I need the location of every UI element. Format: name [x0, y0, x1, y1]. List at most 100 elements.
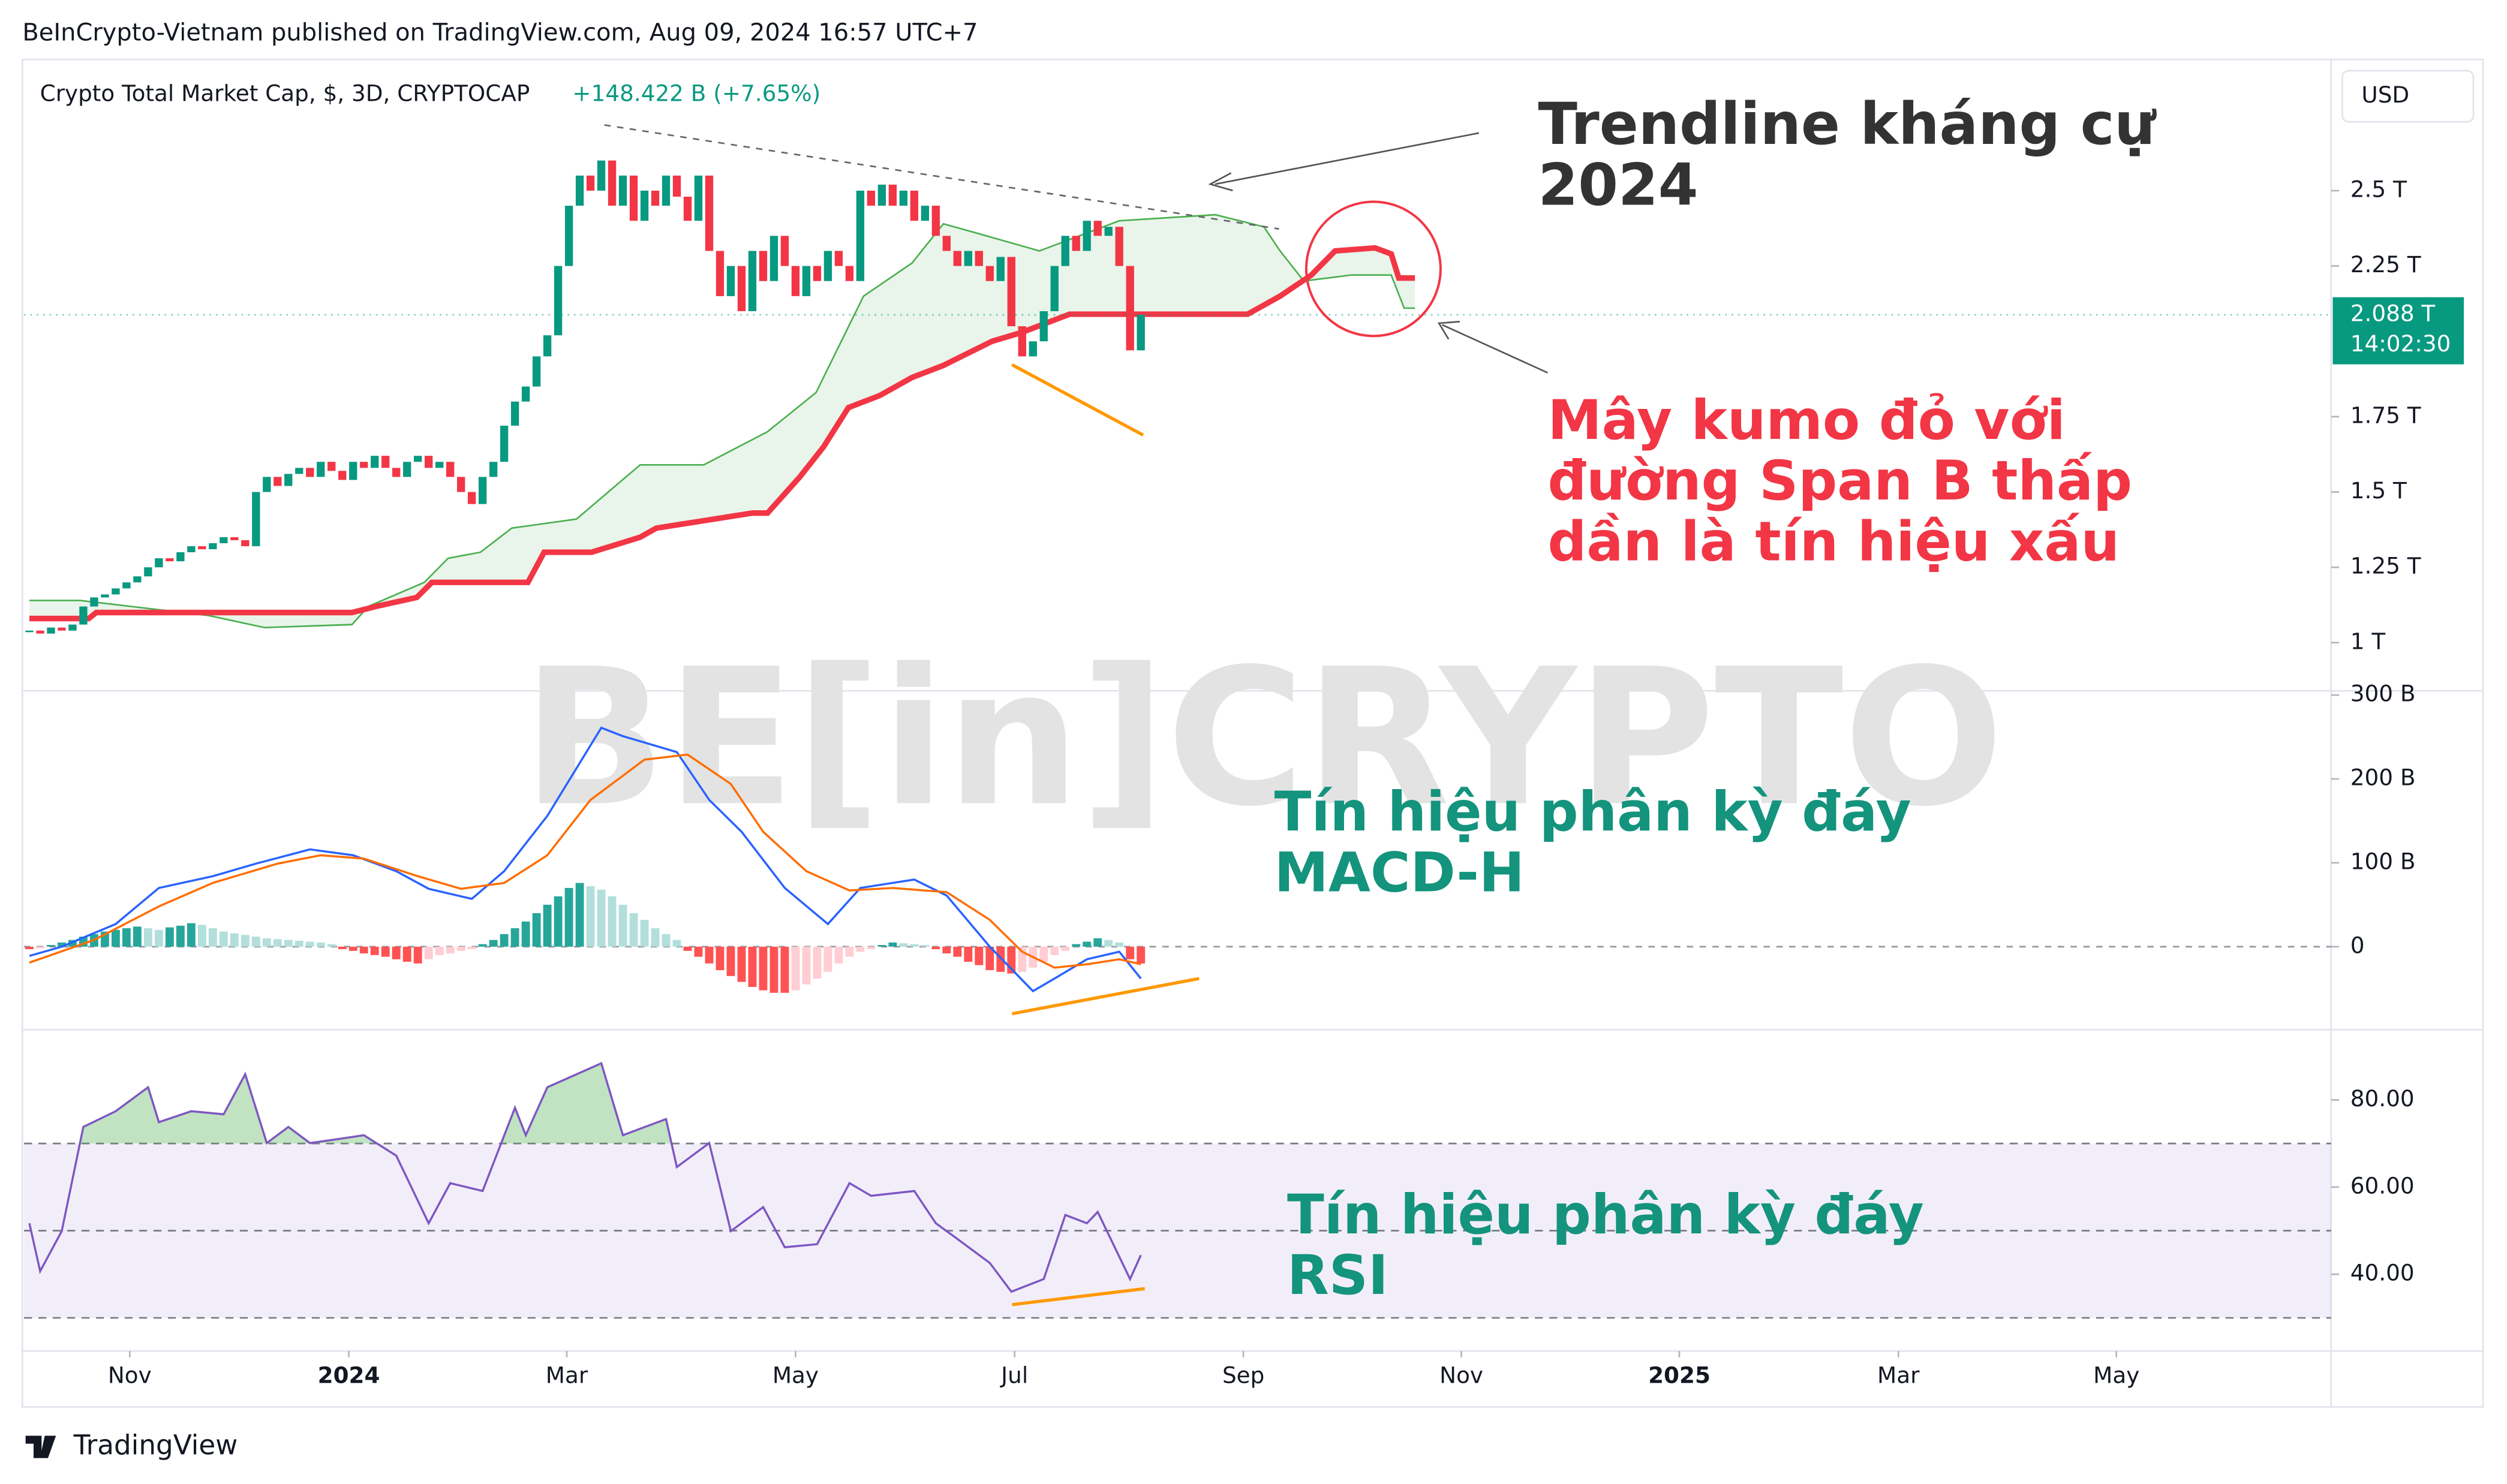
annotation: dần là tín hiệu xấu — [1548, 510, 2120, 573]
chart-title: Crypto Total Market Cap, $, 3D, CRYPTOCA… — [40, 80, 530, 106]
candle — [1083, 221, 1091, 251]
y-tick-label: 1.5 T — [2350, 477, 2407, 504]
histogram-bar — [791, 946, 800, 991]
histogram-bar — [543, 904, 552, 947]
annotation: Tín hiệu phân kỳ đáy — [1274, 781, 1911, 844]
watermark: BE[in]CRYPTO — [522, 629, 2004, 848]
candle — [47, 627, 55, 634]
y-tick-label: 1 T — [2350, 628, 2386, 654]
line — [29, 245, 1415, 622]
x-tick-label: 2024 — [318, 1362, 380, 1388]
histogram-bar — [629, 913, 638, 947]
histogram-bar — [456, 946, 465, 951]
candle — [1115, 227, 1123, 266]
candle — [823, 251, 832, 281]
candle — [1039, 311, 1048, 342]
histogram-bar — [1039, 946, 1048, 962]
candle — [996, 257, 1005, 281]
candle — [867, 190, 876, 206]
candle — [425, 456, 433, 468]
candle — [198, 546, 206, 549]
candle — [166, 558, 174, 562]
histogram-bar — [500, 934, 509, 947]
histogram-bar — [1083, 941, 1092, 947]
candle — [338, 471, 347, 480]
histogram-bar — [435, 946, 444, 955]
candle — [371, 456, 379, 468]
candle — [802, 266, 811, 296]
histogram-bar — [748, 946, 757, 988]
histogram-bar — [25, 946, 34, 950]
y-tick-label: 40.00 — [2350, 1260, 2415, 1286]
x-tick-label: Mar — [546, 1362, 588, 1388]
arrow — [1442, 324, 1549, 374]
histogram-bar — [1093, 938, 1102, 947]
divergence-line — [1012, 1287, 1146, 1307]
histogram-bar — [931, 946, 940, 950]
histogram-bar — [769, 946, 778, 993]
histogram-bar — [802, 946, 811, 985]
currency-button[interactable] — [2341, 70, 2475, 123]
arrow-head — [1437, 321, 1460, 340]
candle — [726, 266, 735, 296]
histogram-bar — [284, 940, 293, 947]
line — [29, 753, 1141, 969]
candle — [79, 606, 88, 625]
candle — [694, 175, 703, 221]
histogram-bar — [58, 942, 66, 947]
candle — [327, 462, 336, 471]
candle — [629, 175, 638, 221]
candle — [780, 236, 789, 266]
plot — [23, 160, 2331, 1319]
candle — [414, 456, 422, 462]
candle — [101, 594, 109, 598]
candle — [209, 543, 217, 549]
candle — [1018, 326, 1026, 357]
candle — [942, 236, 951, 251]
candle — [478, 477, 487, 504]
candle — [306, 468, 314, 477]
histogram-bar — [640, 920, 649, 947]
y-tick-label: 1.75 T — [2350, 402, 2421, 428]
candle — [1061, 236, 1069, 266]
x-tick-label: May — [2093, 1362, 2139, 1388]
candle — [1050, 266, 1059, 311]
x-tick-label: Sep — [1222, 1362, 1264, 1388]
candle — [554, 266, 563, 336]
candle — [608, 160, 617, 206]
candle — [651, 190, 660, 206]
annotation: Mây kumo đỏ với — [1548, 389, 2066, 452]
candle — [921, 206, 930, 221]
histogram-bar — [1126, 946, 1135, 959]
histogram-bar — [985, 946, 994, 971]
candle — [36, 630, 44, 634]
x-tick-label: Mar — [1877, 1362, 1920, 1388]
divergence-line — [1011, 363, 1144, 437]
candle — [1137, 315, 1145, 351]
x-tick-label: Jul — [1000, 1362, 1028, 1388]
histogram-bar — [510, 928, 519, 947]
histogram-bar — [737, 946, 746, 982]
candle — [90, 597, 98, 607]
candle — [521, 386, 530, 402]
arrow-head — [1208, 172, 1233, 192]
candle — [1104, 227, 1113, 236]
candle — [144, 567, 152, 577]
histogram-bar — [143, 928, 152, 947]
candle — [586, 175, 595, 191]
histogram-bar — [759, 946, 768, 991]
histogram-bar — [683, 946, 692, 951]
y-tick-label: 2.25 T — [2350, 251, 2421, 278]
histogram-bar — [241, 935, 250, 947]
histogram-bar — [1072, 944, 1081, 947]
y-tick-label: 80.00 — [2350, 1085, 2415, 1112]
histogram-bar — [251, 937, 260, 947]
histogram-bar — [133, 926, 142, 947]
annotation: đường Span B thấp — [1548, 450, 2132, 513]
currency[interactable]: USD — [2361, 82, 2409, 108]
candle — [252, 492, 260, 546]
x-tick-label: Nov — [1439, 1362, 1483, 1388]
candle — [220, 537, 228, 543]
candle — [877, 184, 886, 206]
